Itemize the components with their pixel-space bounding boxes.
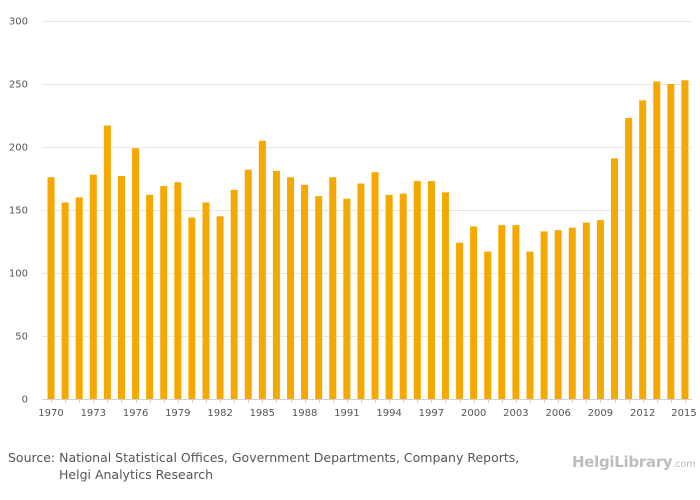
bar-2007 bbox=[568, 227, 576, 399]
logo-tld: .com bbox=[672, 459, 696, 470]
bar-2003 bbox=[512, 225, 520, 399]
bar-1990 bbox=[329, 177, 337, 399]
bar-2008 bbox=[582, 222, 590, 399]
x-tick-label: 1976 bbox=[123, 408, 148, 419]
x-tick-label: 1985 bbox=[250, 408, 275, 419]
bar-1978 bbox=[160, 186, 168, 399]
bar-1977 bbox=[146, 194, 154, 399]
gridlines bbox=[42, 21, 692, 337]
bar-1972 bbox=[75, 197, 83, 399]
x-tick-label: 1982 bbox=[207, 408, 232, 419]
bars bbox=[47, 80, 689, 400]
y-tick-label: 0 bbox=[22, 395, 28, 406]
bar-1981 bbox=[202, 202, 210, 399]
bar-1993 bbox=[371, 172, 379, 399]
x-tick-label: 2009 bbox=[588, 408, 613, 419]
x-tick-label: 1973 bbox=[81, 408, 106, 419]
bar-2015 bbox=[681, 80, 689, 399]
bar-1985 bbox=[258, 140, 266, 399]
bar-1971 bbox=[61, 202, 69, 399]
bar-1997 bbox=[427, 181, 435, 399]
y-tick-label: 250 bbox=[9, 80, 28, 91]
bar-2004 bbox=[526, 251, 534, 399]
bar-1999 bbox=[456, 242, 464, 399]
x-tick-label: 1988 bbox=[292, 408, 317, 419]
bar-2006 bbox=[554, 230, 562, 399]
bar-1992 bbox=[357, 183, 365, 399]
x-tick-label: 1997 bbox=[419, 408, 444, 419]
x-tick-label: 2015 bbox=[671, 408, 696, 419]
bar-1991 bbox=[343, 198, 351, 399]
y-tick-label: 150 bbox=[9, 206, 28, 217]
bar-1998 bbox=[441, 192, 449, 399]
bar-2000 bbox=[470, 226, 478, 399]
bar-2010 bbox=[611, 158, 619, 399]
bar-1996 bbox=[413, 181, 421, 399]
bar-2012 bbox=[639, 100, 647, 399]
bar-1983 bbox=[230, 189, 238, 399]
bar-1974 bbox=[103, 125, 111, 399]
bar-2009 bbox=[596, 220, 604, 399]
x-tick-label: 1994 bbox=[376, 408, 401, 419]
bar-1973 bbox=[89, 174, 97, 399]
bar-2014 bbox=[667, 84, 675, 399]
source-line-2: Helgi Analytics Research bbox=[59, 467, 214, 482]
bar-1989 bbox=[315, 196, 323, 399]
bar-1982 bbox=[216, 216, 224, 399]
x-tick-label: 1979 bbox=[165, 408, 190, 419]
bar-1987 bbox=[287, 177, 295, 399]
x-tick-label: 1991 bbox=[334, 408, 359, 419]
x-tick-label: 2003 bbox=[503, 408, 528, 419]
y-tick-label: 300 bbox=[9, 17, 28, 28]
y-axis: 0 50 100 150 200 250 300 bbox=[9, 17, 28, 406]
bar-1976 bbox=[132, 148, 140, 399]
bar-2013 bbox=[653, 81, 661, 399]
helgi-library-logo: HelgiLibrary.com bbox=[568, 450, 696, 474]
bar-2002 bbox=[498, 225, 506, 399]
bar-1994 bbox=[385, 194, 393, 399]
bar-1975 bbox=[117, 175, 125, 399]
x-tick-label: 1970 bbox=[38, 408, 63, 419]
bar-1988 bbox=[301, 184, 309, 399]
y-tick-label: 200 bbox=[9, 143, 28, 154]
x-tick-label: 2000 bbox=[461, 408, 486, 419]
x-tick-label: 2006 bbox=[545, 408, 570, 419]
x-axis: 1970 1973 1976 1979 1982 1985 1988 1991 1994 1997… bbox=[38, 399, 697, 419]
x-tick-label: 2012 bbox=[630, 408, 655, 419]
bar-2005 bbox=[540, 231, 548, 399]
bar-2001 bbox=[484, 251, 492, 399]
bar-1995 bbox=[399, 193, 407, 399]
logo-wordmark: HelgiLibrary.com bbox=[572, 453, 696, 471]
bar-1984 bbox=[244, 169, 252, 399]
bar-1979 bbox=[174, 182, 182, 399]
bar-1986 bbox=[272, 170, 280, 399]
y-tick-label: 100 bbox=[9, 269, 28, 280]
source-line-1: Source: National Statistical Offices, Go… bbox=[8, 450, 520, 465]
logo-name: HelgiLibrary bbox=[572, 453, 673, 471]
source-note: Source: National Statistical Offices, Go… bbox=[8, 449, 548, 483]
y-tick-label: 50 bbox=[15, 332, 28, 343]
bar-1970 bbox=[47, 177, 55, 399]
bar-2011 bbox=[625, 118, 633, 400]
bar-1980 bbox=[188, 217, 196, 399]
